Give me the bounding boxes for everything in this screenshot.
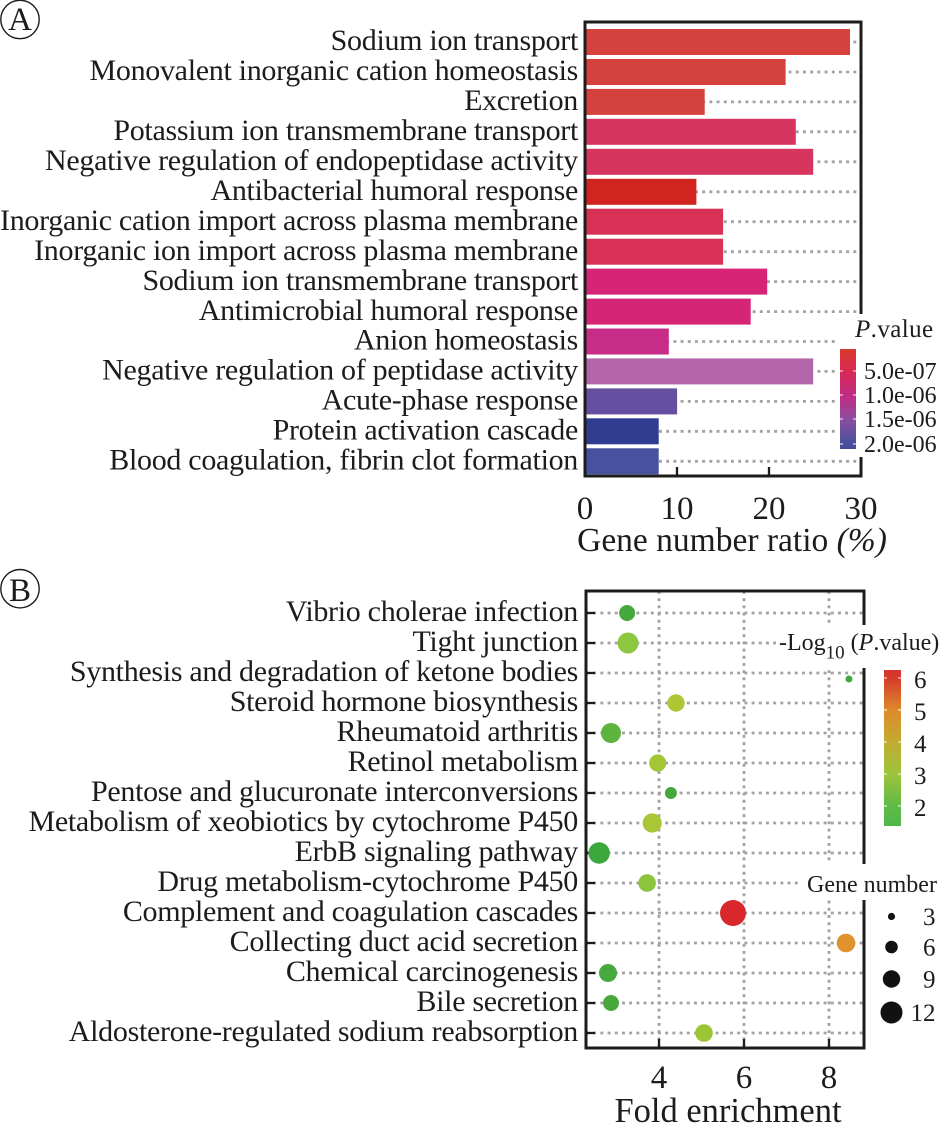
svg-text:Steroid hormone biosynthesis: Steroid hormone biosynthesis: [230, 685, 578, 718]
svg-text:Gene number ratio (%): Gene number ratio (%): [577, 522, 887, 559]
svg-text:Negative regulation of endopep: Negative regulation of endopeptidase act…: [45, 144, 578, 177]
svg-text:Fold enrichment: Fold enrichment: [614, 1092, 841, 1124]
svg-text:Blood coagulation, fibrin clot: Blood coagulation, fibrin clot formation: [109, 444, 578, 477]
svg-text:Inorganic ion import across pl: Inorganic ion import across plasma membr…: [34, 234, 578, 267]
svg-text:3: 3: [914, 763, 927, 790]
svg-text:Inorganic cation import across: Inorganic cation import across plasma me…: [0, 204, 578, 237]
svg-text:2: 2: [914, 795, 927, 822]
svg-text:1.0e-06: 1.0e-06: [864, 383, 937, 409]
svg-text:ErbB signaling pathway: ErbB signaling pathway: [295, 835, 579, 868]
svg-text:Acute-phase response: Acute-phase response: [322, 384, 578, 417]
svg-text:B: B: [9, 573, 31, 609]
svg-text:4: 4: [651, 1060, 668, 1096]
svg-text:5.0e-07: 5.0e-07: [864, 359, 937, 385]
svg-text:Negative regulation of peptida: Negative regulation of peptidase activit…: [102, 354, 578, 387]
svg-text:0: 0: [577, 491, 594, 527]
svg-text:5: 5: [914, 699, 927, 726]
svg-text:3: 3: [923, 904, 936, 931]
svg-text:Rheumatoid arthritis: Rheumatoid arthritis: [337, 715, 578, 748]
svg-text:Monovalent inorganic cation ho: Monovalent inorganic cation homeostasis: [90, 54, 579, 87]
svg-text:Drug metabolism-cytochrome P45: Drug metabolism-cytochrome P450: [157, 865, 578, 898]
svg-text:Synthesis and degradation of k: Synthesis and degradation of ketone bodi…: [70, 655, 578, 688]
svg-text:Excretion: Excretion: [464, 84, 578, 117]
svg-text:Gene number: Gene number: [807, 872, 937, 898]
svg-text:4: 4: [914, 731, 927, 758]
svg-text:Vibrio cholerae infection: Vibrio cholerae infection: [286, 595, 579, 628]
svg-text:30: 30: [845, 491, 878, 527]
svg-text:6: 6: [923, 935, 936, 962]
svg-text:Bile secretion: Bile secretion: [416, 985, 578, 1018]
svg-text:A: A: [8, 2, 32, 38]
svg-text:2.0e-06: 2.0e-06: [864, 432, 937, 458]
svg-text:6: 6: [736, 1060, 753, 1096]
svg-text:Sodium ion transmembrane trans: Sodium ion transmembrane transport: [142, 264, 579, 297]
svg-text:Metabolism of xeobiotics by cy: Metabolism of xeobiotics by cytochrome P…: [28, 805, 578, 838]
svg-text:8: 8: [821, 1060, 838, 1096]
svg-text:Potassium ion transmembrane tr: Potassium ion transmembrane transport: [113, 114, 579, 147]
svg-text:Anion homeostasis: Anion homeostasis: [354, 324, 578, 357]
svg-text:Collecting duct acid secretion: Collecting duct acid secretion: [230, 925, 579, 958]
svg-text:9: 9: [923, 967, 936, 994]
svg-text:1.5e-06: 1.5e-06: [864, 407, 937, 433]
svg-text:12: 12: [911, 1000, 936, 1027]
svg-text:Retinol metabolism: Retinol metabolism: [348, 745, 578, 778]
svg-text:Complement and coagulation cas: Complement and coagulation cascades: [123, 895, 578, 928]
svg-text:Pentose and glucuronate interc: Pentose and glucuronate interconversions: [91, 775, 578, 808]
svg-text:Sodium ion transport: Sodium ion transport: [331, 24, 579, 57]
svg-text:Chemical carcinogenesis: Chemical carcinogenesis: [286, 955, 578, 988]
svg-text:Antibacterial humoral response: Antibacterial humoral response: [210, 174, 578, 207]
svg-text:20: 20: [753, 491, 786, 527]
svg-text:6: 6: [914, 667, 927, 694]
svg-text:Tight junction: Tight junction: [412, 625, 578, 658]
svg-text:Aldosterone-regulated sodium r: Aldosterone-regulated sodium reabsorptio…: [69, 1015, 579, 1048]
svg-text:10: 10: [661, 491, 694, 527]
svg-text:P.value: P.value: [854, 316, 933, 343]
svg-text:Protein activation cascade: Protein activation cascade: [273, 414, 578, 447]
svg-text:Antimicrobial humoral response: Antimicrobial humoral response: [199, 294, 578, 327]
